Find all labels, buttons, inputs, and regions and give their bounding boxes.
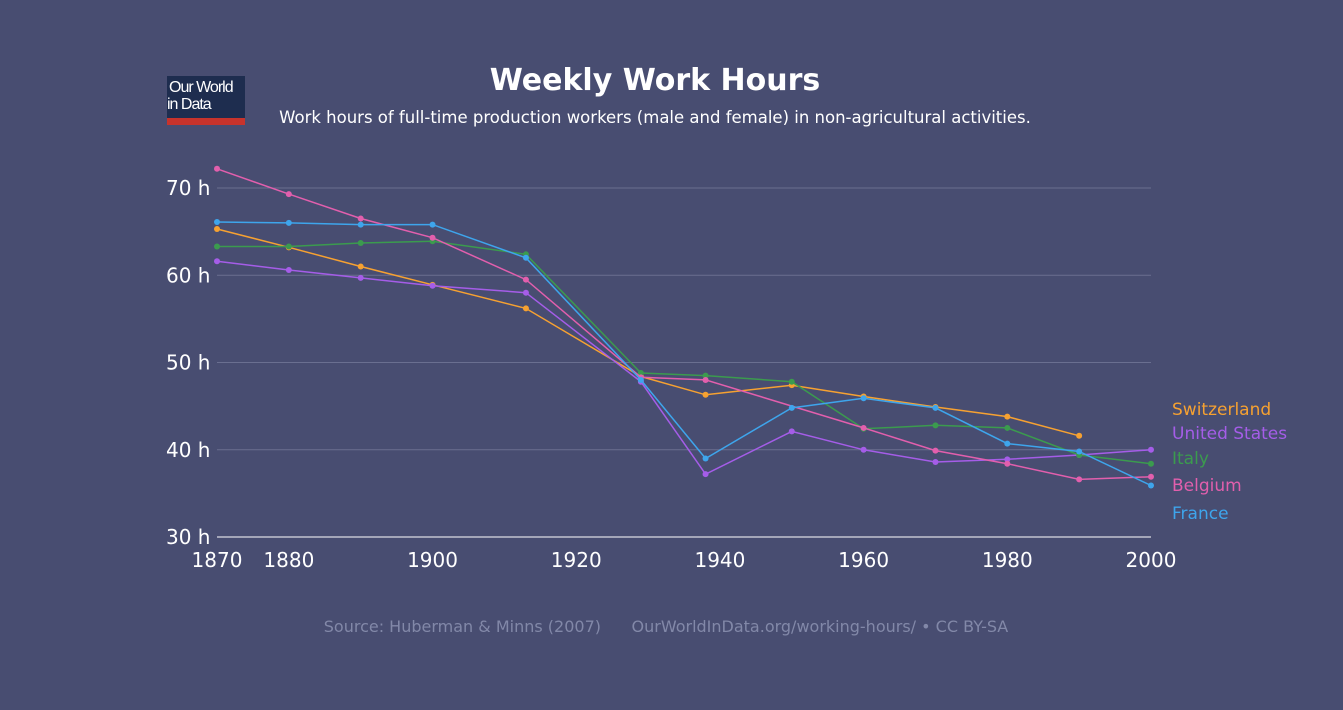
data-point-france[interactable] bbox=[357, 221, 364, 228]
x-tick-label: 2000 bbox=[1126, 548, 1177, 572]
data-point-switzerland[interactable] bbox=[522, 305, 529, 312]
data-point-france[interactable] bbox=[522, 254, 529, 261]
data-point-italy[interactable] bbox=[357, 239, 364, 246]
data-point-united-states[interactable] bbox=[860, 446, 867, 453]
data-point-united-states[interactable] bbox=[788, 428, 795, 435]
y-tick-label: 60 h bbox=[166, 263, 210, 287]
data-point-belgium[interactable] bbox=[1076, 476, 1083, 483]
data-point-france[interactable] bbox=[214, 219, 220, 226]
data-point-united-states[interactable] bbox=[214, 258, 220, 265]
data-point-united-states[interactable] bbox=[522, 289, 529, 296]
x-tick-label: 1880 bbox=[263, 548, 314, 572]
data-point-france[interactable] bbox=[860, 395, 867, 402]
axes: 30 h 40 h 50 h 60 h 70 h 1870 1880 1900 1920 1940… bbox=[166, 176, 1176, 572]
y-tick-label: 50 h bbox=[166, 351, 210, 375]
data-point-united-states[interactable] bbox=[1148, 446, 1154, 453]
data-point-france[interactable] bbox=[788, 404, 795, 411]
data-point-belgium[interactable] bbox=[860, 424, 867, 431]
data-point-belgium[interactable] bbox=[702, 376, 709, 383]
data-point-italy[interactable] bbox=[1004, 424, 1011, 431]
data-point-united-states[interactable] bbox=[1004, 456, 1011, 463]
data-point-france[interactable] bbox=[285, 219, 292, 226]
y-tick-label: 40 h bbox=[166, 438, 210, 462]
series-line-switzerland[interactable] bbox=[216, 228, 1080, 437]
data-point-united-states[interactable] bbox=[357, 274, 364, 281]
series-france bbox=[214, 219, 1154, 489]
data-point-italy[interactable] bbox=[637, 369, 644, 376]
data-point-france[interactable] bbox=[637, 376, 644, 383]
source-text: Source: Huberman & Minns (2007) bbox=[323, 617, 601, 636]
logo-red-bar bbox=[167, 118, 245, 125]
legend-item-switzerland[interactable]: Switzerland bbox=[1172, 400, 1271, 420]
data-point-italy[interactable] bbox=[214, 243, 220, 250]
data-point-belgium[interactable] bbox=[1148, 473, 1154, 480]
data-point-switzerland[interactable] bbox=[214, 226, 220, 233]
chart-title: Weekly Work Hours bbox=[489, 63, 821, 98]
series-line-belgium[interactable] bbox=[216, 168, 1152, 481]
data-point-belgium[interactable] bbox=[1004, 460, 1011, 467]
x-tick-label: 1900 bbox=[407, 548, 458, 572]
logo-text-line2: in Data bbox=[167, 96, 212, 113]
data-point-france[interactable] bbox=[1004, 440, 1011, 447]
data-point-france[interactable] bbox=[1076, 448, 1083, 455]
data-point-belgium[interactable] bbox=[214, 165, 220, 172]
data-point-italy[interactable] bbox=[1148, 460, 1154, 467]
y-tick-label: 30 h bbox=[166, 525, 210, 549]
data-point-belgium[interactable] bbox=[285, 191, 292, 198]
data-point-italy[interactable] bbox=[788, 378, 795, 385]
data-point-switzerland[interactable] bbox=[702, 391, 709, 398]
data-point-belgium[interactable] bbox=[429, 234, 436, 241]
data-point-united-states[interactable] bbox=[702, 471, 709, 478]
data-point-france[interactable] bbox=[702, 455, 709, 462]
data-point-switzerland[interactable] bbox=[357, 263, 364, 270]
legend-item-italy[interactable]: Italy bbox=[1172, 449, 1209, 469]
x-tick-label: 1960 bbox=[838, 548, 889, 572]
legend-item-france[interactable]: France bbox=[1172, 504, 1229, 524]
data-point-france[interactable] bbox=[429, 221, 436, 228]
legend: Switzerland United States Italy Belgium Fran… bbox=[1172, 400, 1287, 524]
data-point-united-states[interactable] bbox=[429, 282, 436, 289]
data-point-belgium[interactable] bbox=[357, 215, 364, 222]
data-point-france[interactable] bbox=[932, 404, 939, 411]
data-point-belgium[interactable] bbox=[932, 447, 939, 454]
x-tick-label: 1980 bbox=[982, 548, 1033, 572]
x-tick-label: 1920 bbox=[551, 548, 602, 572]
series-line-france[interactable] bbox=[216, 221, 1152, 487]
x-tick-label: 1940 bbox=[694, 548, 745, 572]
data-point-switzerland[interactable] bbox=[1004, 413, 1011, 420]
data-point-italy[interactable] bbox=[285, 243, 292, 250]
legend-item-united-states[interactable]: United States bbox=[1172, 424, 1287, 444]
data-point-italy[interactable] bbox=[702, 372, 709, 379]
data-point-italy[interactable] bbox=[932, 422, 939, 429]
series-switzerland bbox=[214, 226, 1083, 439]
data-point-france[interactable] bbox=[1148, 482, 1154, 489]
series-belgium bbox=[214, 165, 1154, 483]
data-point-united-states[interactable] bbox=[932, 458, 939, 465]
series-united-states bbox=[214, 258, 1154, 478]
data-point-switzerland[interactable] bbox=[1076, 432, 1083, 439]
owid-logo: Our World in Data bbox=[167, 76, 245, 125]
series-line-italy[interactable] bbox=[217, 240, 1152, 465]
y-tick-label: 70 h bbox=[166, 176, 210, 200]
data-point-belgium[interactable] bbox=[522, 276, 529, 283]
data-point-united-states[interactable] bbox=[285, 267, 292, 274]
logo-text-line1: Our World bbox=[169, 79, 234, 96]
chart-footer: Source: Huberman & Minns (2007) OurWorld… bbox=[0, 617, 1332, 637]
chart-subtitle: Work hours of full-time production worke… bbox=[279, 108, 1031, 127]
attribution-link[interactable]: OurWorldInData.org/working-hours/ • CC B… bbox=[631, 617, 1009, 636]
x-tick-label: 1870 bbox=[192, 548, 243, 572]
legend-item-belgium[interactable]: Belgium bbox=[1172, 476, 1242, 496]
series-lines bbox=[214, 165, 1154, 489]
gridlines bbox=[217, 187, 1151, 451]
series-line-united-states[interactable] bbox=[216, 260, 1152, 476]
